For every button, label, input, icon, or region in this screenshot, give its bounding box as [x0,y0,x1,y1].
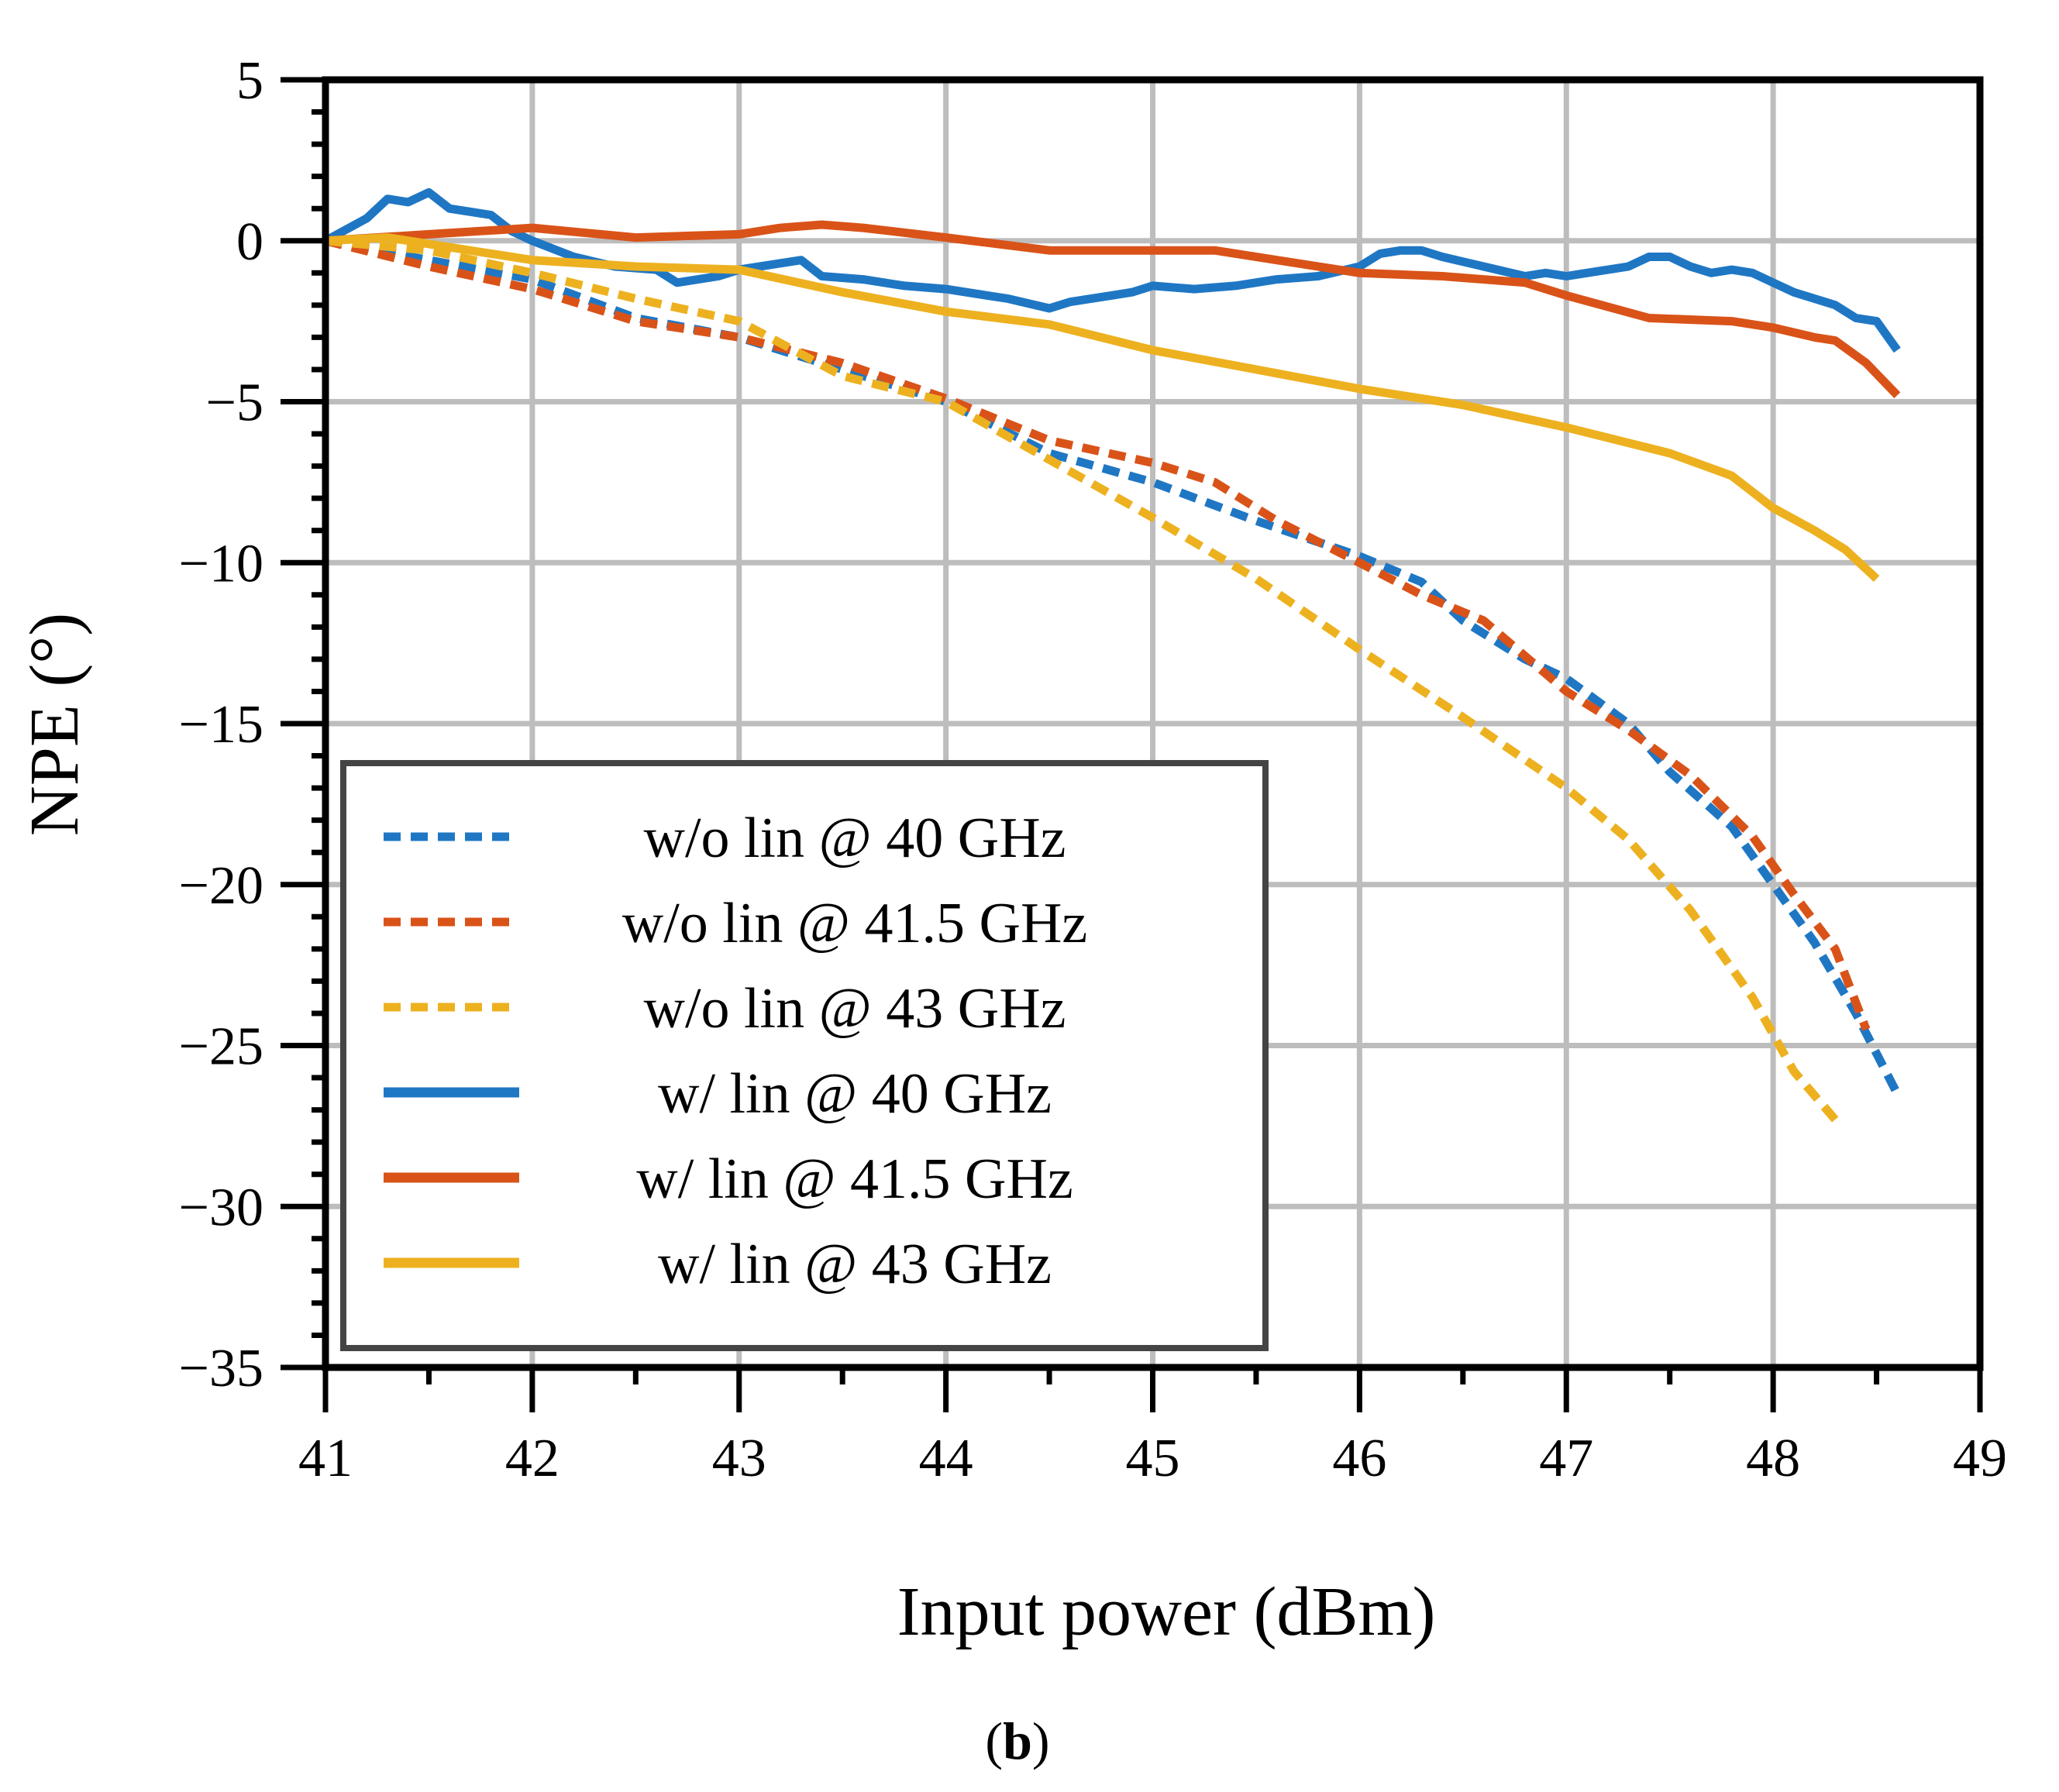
series-line-3 [325,236,1839,1123]
y-tick-label: −30 [179,1178,263,1237]
x-tick-label: 48 [1746,1429,1800,1488]
legend: w/o lin @ 40 GHz w/o lin @ 41.5 GHz w/o li… [340,760,1269,1351]
legend-label-3: w/o lin @ 43 GHz [644,977,1066,1040]
series-line-1 [324,236,1902,1096]
series-layer [323,187,1902,1123]
legend-label-6: w/ lin @ 43 GHz [658,1233,1052,1296]
series-line-2 [324,236,1871,1031]
x-tick-label: 47 [1539,1429,1593,1488]
y-tick-label: −20 [179,856,263,916]
ticks: 5 0 −5 −10 −15 −20 −25 −30 −35 41 42 43 44 45 46 47 48 49 [179,51,2007,1488]
series-line-4 [323,187,1901,353]
x-axis-label: Input power (dBm) [897,1574,1436,1650]
panel-label: (b) [985,1711,1049,1770]
x-tick-label: 43 [712,1429,766,1488]
legend-label-1: w/o lin @ 40 GHz [644,807,1066,870]
x-tick-label: 44 [919,1429,973,1488]
x-tick-label: 45 [1126,1429,1180,1488]
y-tick-label: −10 [179,534,263,593]
panel-label-open: ( [985,1711,1003,1770]
legend-label-4: w/ lin @ 40 GHz [658,1062,1052,1126]
y-tick-label: −25 [179,1017,263,1077]
y-tick-label: −5 [206,373,263,433]
x-tick-label: 41 [298,1429,353,1488]
panel-label-close: ) [1032,1711,1050,1770]
legend-label-5: w/ lin @ 41.5 GHz [636,1147,1073,1211]
x-tick-label: 49 [1953,1429,2007,1488]
series-line-5 [325,220,1901,399]
series-line-6 [325,233,1880,583]
y-tick-label: 5 [236,51,263,111]
panel-label-letter: b [1003,1711,1032,1770]
x-tick-label: 46 [1332,1429,1386,1488]
legend-box [340,760,1269,1351]
y-tick-label: −15 [179,695,263,755]
y-tick-label: 0 [236,212,263,272]
x-tick-label: 42 [505,1429,560,1488]
y-axis-label: NPE (°) [16,613,93,836]
legend-label-2: w/o lin @ 41.5 GHz [622,892,1088,955]
y-tick-label: −35 [179,1339,263,1398]
